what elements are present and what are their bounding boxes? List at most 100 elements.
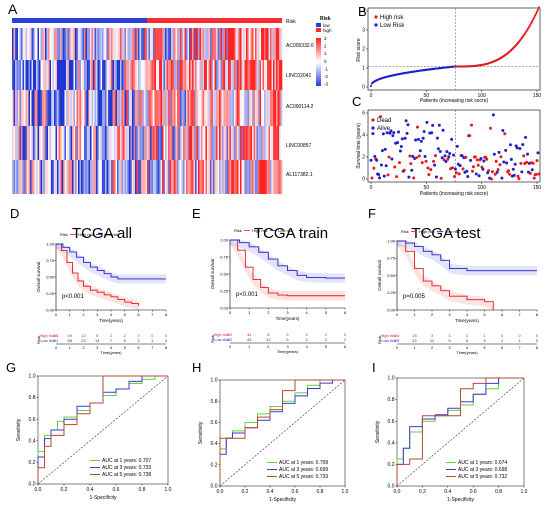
heatmap-cell bbox=[213, 126, 215, 160]
table-cell: 62 bbox=[228, 337, 233, 342]
heatmap-cell bbox=[87, 28, 89, 60]
y-tick-label: 0.2 bbox=[211, 462, 218, 468]
heatmap-cell bbox=[27, 60, 29, 90]
heatmap-cell bbox=[255, 90, 257, 126]
heatmap-cell bbox=[133, 126, 136, 160]
high-risk-ci-band bbox=[397, 241, 494, 310]
heatmap-cell bbox=[87, 160, 89, 194]
heatmap-cell bbox=[198, 160, 200, 194]
heatmap-cell bbox=[154, 160, 157, 194]
heatmap-cell bbox=[223, 160, 226, 194]
heatmap-cell bbox=[100, 126, 103, 160]
heatmap-cell bbox=[174, 60, 176, 90]
dead-point bbox=[417, 154, 421, 158]
dead-point bbox=[525, 160, 529, 164]
heatmap-cell bbox=[175, 90, 178, 126]
heatmap-cell bbox=[123, 126, 125, 160]
x-axis-label: Patients (increasing risk socre) bbox=[420, 98, 489, 104]
heatmap-cell bbox=[120, 60, 122, 90]
x-tick-label: 0.6 bbox=[470, 489, 477, 495]
heatmap-cell bbox=[76, 126, 79, 160]
heatmap-cell bbox=[54, 160, 56, 194]
y-tick-label: 0.25 bbox=[387, 290, 396, 295]
heatmap-cell bbox=[84, 160, 86, 194]
heatmap-cell bbox=[103, 90, 106, 126]
heatmap-cell bbox=[111, 126, 113, 160]
heatmap-cell bbox=[183, 28, 185, 60]
legend-label: AUC at 5 years: 0.738 bbox=[102, 472, 151, 478]
heatmap-cell bbox=[84, 90, 86, 126]
panel-letter-g: G bbox=[6, 360, 16, 375]
heatmap-cell bbox=[247, 60, 250, 90]
heatmap-cell bbox=[27, 160, 29, 194]
heatmap-cell bbox=[102, 60, 104, 90]
legend-title: Risk bbox=[234, 228, 242, 233]
heatmap-cell bbox=[211, 126, 214, 160]
heatmap-cell bbox=[159, 126, 161, 160]
table-x-tick-label: 0 bbox=[396, 346, 398, 350]
heatmap-cell bbox=[79, 90, 82, 126]
heatmap-cell bbox=[265, 90, 268, 126]
heatmap-cell bbox=[127, 90, 130, 126]
heatmap-cell bbox=[273, 126, 275, 160]
heatmap-cell bbox=[148, 160, 151, 194]
dead-point bbox=[409, 162, 413, 166]
heatmap-cell bbox=[174, 126, 176, 160]
heatmap-cells bbox=[12, 28, 283, 194]
heatmap-cell bbox=[171, 28, 173, 60]
alive-point bbox=[450, 137, 454, 141]
heatmap-cell bbox=[57, 60, 59, 90]
heatmap-cell bbox=[274, 126, 277, 160]
heatmap-cell bbox=[97, 90, 100, 126]
heatmap-cell bbox=[256, 90, 259, 126]
heatmap-cell bbox=[265, 60, 268, 90]
heatmap-cell bbox=[115, 28, 118, 60]
heatmap-cell bbox=[45, 126, 47, 160]
heatmap-cell bbox=[121, 160, 124, 194]
legend-high-label: High risk bbox=[380, 15, 404, 21]
heatmap-cell bbox=[216, 28, 218, 60]
heatmap-cell bbox=[168, 160, 170, 194]
y-axis-label: Sensitivity bbox=[198, 421, 204, 444]
heatmap-cell bbox=[205, 28, 208, 60]
heatmap-cell bbox=[240, 126, 242, 160]
heatmap-cell bbox=[274, 160, 277, 194]
heatmap-cell bbox=[159, 90, 161, 126]
heatmap-cell bbox=[222, 126, 224, 160]
heatmap-cell bbox=[28, 126, 31, 160]
y-tick-label: 6 bbox=[362, 111, 365, 117]
panel-letter-c: C bbox=[352, 94, 361, 109]
dead-point bbox=[485, 157, 489, 161]
heatmap-cell bbox=[238, 28, 241, 60]
dead-point bbox=[489, 177, 493, 181]
dead-point bbox=[487, 169, 491, 173]
heatmap-cell bbox=[246, 126, 248, 160]
x-tick-label: 0 bbox=[396, 312, 399, 317]
heatmap-cell bbox=[172, 90, 175, 126]
heatmap-cell bbox=[244, 60, 247, 90]
x-tick-label: 3 bbox=[96, 312, 99, 317]
chart-title: TCGA test bbox=[411, 225, 481, 242]
dead-point bbox=[470, 169, 474, 173]
heatmap-cell bbox=[124, 160, 127, 194]
heatmap-cell bbox=[199, 90, 202, 126]
heatmap-cell bbox=[265, 28, 268, 60]
table-x-tick-label: 1 bbox=[69, 346, 71, 350]
heatmap-cell bbox=[210, 28, 212, 60]
heatmap-cell bbox=[153, 160, 155, 194]
heatmap-cell bbox=[81, 160, 83, 194]
heatmap-cell bbox=[142, 160, 145, 194]
heatmap-cell bbox=[268, 28, 271, 60]
table-cell: 15 bbox=[412, 333, 417, 338]
heatmap-cell bbox=[216, 60, 218, 90]
x-axis-label: 1-Specificity bbox=[269, 497, 296, 503]
heatmap-cell bbox=[93, 90, 95, 126]
heatmap-cell bbox=[69, 90, 71, 126]
heatmap-cell bbox=[120, 126, 122, 160]
heatmap-cell bbox=[228, 126, 230, 160]
alive-point bbox=[369, 158, 373, 162]
heatmap-cell bbox=[276, 90, 278, 126]
heatmap-cell bbox=[177, 28, 179, 60]
heatmap-cell bbox=[184, 126, 187, 160]
heatmap-cell bbox=[19, 60, 22, 90]
